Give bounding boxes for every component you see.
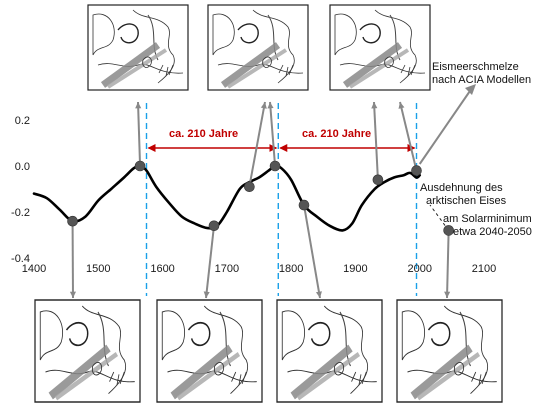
marker-points xyxy=(67,160,454,236)
glacier-map-top-2 xyxy=(208,5,308,90)
annotation-ice-melt-line-1: Eismeerschmelze xyxy=(432,61,519,73)
connector-arrowhead-7 xyxy=(371,102,378,109)
annotation-ice-extent-line-2: arktischen Eises xyxy=(426,195,507,207)
connector-arrowhead-ice-melt xyxy=(465,84,476,95)
x-tick-label-1800: 1800 xyxy=(279,263,303,275)
connector-arrows xyxy=(69,84,476,299)
marker-point-5 xyxy=(269,160,281,172)
connector-arrowhead-2 xyxy=(135,102,142,109)
connector-line-6 xyxy=(303,204,321,299)
glacier-map-top-3 xyxy=(330,5,430,90)
y-axis-ticks: 0.2 0.0 -0.2 -0.4 xyxy=(11,115,30,265)
x-tick-label-2100: 2100 xyxy=(472,263,496,275)
ice-extent-map-bottom-1 xyxy=(35,300,140,402)
chart: 1400 1500 1600 1700 1800 1900 2000 2100 0.2 0.0 -… xyxy=(11,84,496,299)
connector-line-4 xyxy=(248,101,266,187)
y-tick-label--0.4: -0.4 xyxy=(11,253,30,265)
connector-arrowhead-9 xyxy=(444,291,451,298)
marker-point-8 xyxy=(411,165,422,176)
connector-line-5 xyxy=(269,101,277,167)
glacier-map-top-1 xyxy=(88,5,188,90)
annotation-ice-melt: Eismeerschmelze nach ACIA Modellen xyxy=(432,61,531,86)
x-tick-label-1600: 1600 xyxy=(150,263,174,275)
annotation-ice-extent-line-1: Ausdehnung des xyxy=(420,182,503,194)
connector-line-ice-melt xyxy=(418,87,473,165)
connector-arrowhead-1 xyxy=(69,291,77,298)
connector-line-2 xyxy=(137,101,142,167)
connector-line-8 xyxy=(399,101,418,171)
connector-arrowhead-3 xyxy=(203,291,210,298)
ice-extent-map-bottom-4 xyxy=(397,300,502,402)
y-tick-label-0.0: 0.0 xyxy=(15,161,30,173)
x-tick-label-1400: 1400 xyxy=(22,263,46,275)
connector-arrowhead-8 xyxy=(398,102,405,109)
temperature-series-line xyxy=(32,164,422,232)
annotation-ice-extent-line-3: am Solarminimum xyxy=(443,213,532,225)
x-tick-label-1500: 1500 xyxy=(86,263,110,275)
marker-point-2 xyxy=(134,160,146,172)
top-map-panels xyxy=(88,5,430,90)
marker-point-4 xyxy=(244,181,255,192)
marker-point-7 xyxy=(372,174,384,186)
period-label-1: ca. 210 Jahre xyxy=(169,128,238,140)
connector-line-3 xyxy=(205,225,215,299)
marker-point-6 xyxy=(298,199,310,211)
annotation-ice-melt-line-2: nach ACIA Modellen xyxy=(432,74,531,86)
leader-ice-extent xyxy=(429,204,450,231)
x-axis-ticks: 1400 1500 1600 1700 1800 1900 2000 2100 xyxy=(22,263,496,275)
connector-line-7 xyxy=(373,101,379,180)
x-tick-label-1700: 1700 xyxy=(215,263,239,275)
vertical-markers xyxy=(145,103,418,296)
x-tick-label-2000: 2000 xyxy=(407,263,431,275)
annotation-ice-extent: Ausdehnung des arktischen Eises am Solar… xyxy=(420,182,532,238)
connector-arrowhead-6 xyxy=(315,291,322,298)
ice-extent-map-bottom-2 xyxy=(157,300,262,402)
bottom-map-panels xyxy=(35,300,502,402)
marker-point-9 xyxy=(443,225,454,236)
connector-arrowhead-4 xyxy=(260,102,267,109)
marker-point-1 xyxy=(67,215,78,227)
connector-line-9 xyxy=(446,230,450,299)
period-label-2: ca. 210 Jahre xyxy=(302,128,371,140)
connector-arrowhead-5 xyxy=(267,102,274,109)
ice-extent-map-bottom-3 xyxy=(277,300,382,402)
y-tick-label-0.2: 0.2 xyxy=(15,115,30,127)
x-tick-label-1900: 1900 xyxy=(343,263,367,275)
marker-point-3 xyxy=(208,220,220,232)
annotation-ice-extent-line-4: etwa 2040-2050 xyxy=(453,226,532,238)
y-tick-label--0.2: -0.2 xyxy=(11,207,30,219)
